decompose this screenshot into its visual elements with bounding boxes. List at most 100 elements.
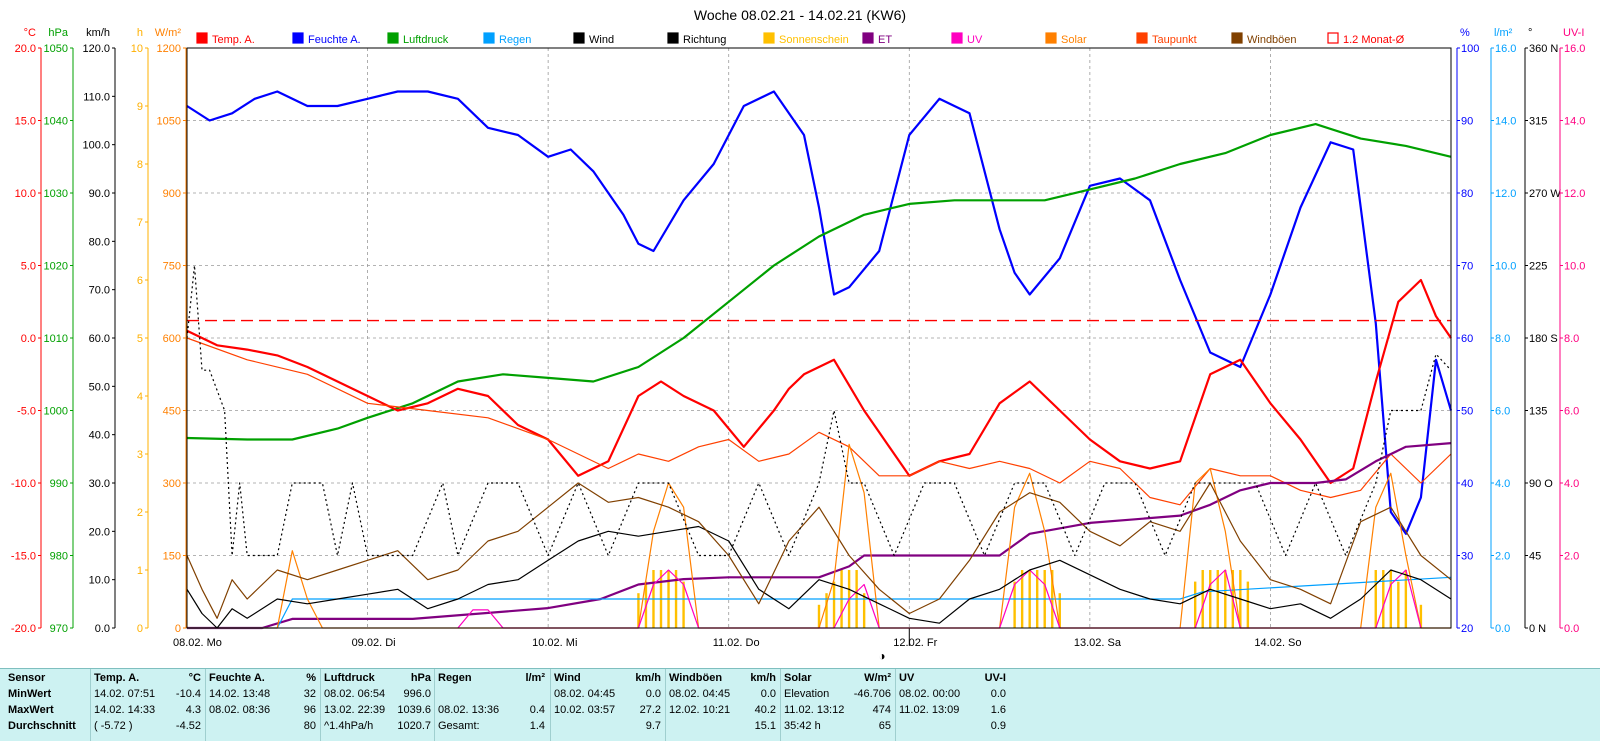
tick-label: 20.0 (15, 43, 36, 55)
tick-label: 0.0 (95, 623, 110, 635)
cell-max-label: 11.02. 13:09 (899, 704, 960, 716)
column-header: UV (899, 672, 915, 684)
tick-label: 16.0 (1564, 43, 1585, 55)
column-unit: °C (188, 672, 201, 684)
sunshine-bar (817, 604, 821, 628)
cell-min-label: 08.02. 00:00 (899, 688, 961, 700)
tick-label: 14.0 (1564, 116, 1585, 128)
axis-unit: km/h (86, 27, 110, 39)
cell-min-value: 32 (303, 688, 316, 700)
stats-column: Regen l/m² 08.02. 13:36 0.4 Gesamt: 1.4 (434, 669, 549, 741)
tick-label: 0 (175, 623, 181, 635)
legend: Temp. A. Feuchte A. Luftdruck Regen Wind Rich… (196, 32, 1405, 46)
tick-label: 15.0 (15, 116, 36, 128)
tick-label: 6.0 (1495, 406, 1510, 418)
axis-unit: h (137, 27, 143, 39)
tick-label: 10.0 (1495, 261, 1516, 273)
axis-unit: °C (24, 27, 36, 39)
legend-label: Windböen (1247, 34, 1297, 46)
cell-avg-value: 80 (303, 720, 316, 732)
sunshine-bar (1209, 570, 1212, 628)
stats-column: Wind km/h 08.02. 04:45 0.0 10.02. 03:57 27.2 9… (550, 669, 665, 741)
tick-label: 12.0 (1564, 188, 1585, 200)
tick-label: 20 (1461, 623, 1473, 635)
column-header: Luftdruck (324, 672, 375, 684)
legend-label: Regen (499, 34, 531, 46)
x-tick-label: 14.02. So (1254, 637, 1301, 649)
tick-label: 10.0 (1564, 261, 1585, 273)
cell-min-value: 996.0 (403, 688, 431, 700)
series-line-windb-en (186, 482, 1452, 619)
x-tick-label: 08.02. Mo (173, 637, 222, 649)
tick-label: 30 (1461, 551, 1473, 563)
cell-max-value: 40.2 (754, 704, 776, 716)
axis-unit: l/m² (1494, 27, 1513, 39)
tick-label: 70 (1461, 261, 1473, 273)
stats-column: UV UV-I 08.02. 00:00 0.0 11.02. 13:09 1.6 0.9 (895, 669, 1010, 741)
plot-frame (186, 47, 1452, 629)
tick-label: -10.0 (11, 478, 36, 490)
tick-label: 6.0 (1564, 406, 1579, 418)
tick-label: 8 (137, 159, 143, 171)
sunshine-bar (862, 593, 866, 628)
tick-label: 90 (1461, 116, 1473, 128)
stats-column: Solar W/m² Elevation -46.706 11.02. 13:12 474… (780, 669, 895, 741)
column-unit: l/m² (525, 672, 545, 684)
tick-label: 80 (1461, 188, 1473, 200)
column-header: Solar (784, 672, 812, 684)
row-label-avg: Durchschnitt (8, 720, 76, 732)
legend-swatch (292, 32, 304, 44)
legend-swatch (483, 32, 495, 44)
cell-max-value: 0.4 (529, 704, 545, 716)
legend-swatch (1231, 32, 1243, 44)
x-tick-label: 12.02. Fr (893, 637, 937, 649)
legend-label: Sonnenschein (779, 34, 849, 46)
tick-label: 1040 (44, 116, 68, 128)
tick-label: 10 (131, 43, 143, 55)
stats-column: Temp. A. °C 14.02. 07:51 -10.4 14.02. 14:33 4… (90, 669, 205, 741)
series-lines (186, 90, 1453, 630)
legend-swatch (573, 32, 585, 44)
cell-min-label: Elevation (784, 688, 830, 700)
row-label-sensor: Sensor (8, 672, 46, 684)
tick-label: 900 (163, 188, 181, 200)
tick-label: 970 (50, 623, 68, 635)
cell-avg-value: -4.52 (175, 720, 201, 732)
column-header: Temp. A. (94, 672, 140, 684)
column-header: Windböen (669, 672, 723, 684)
tick-label: 70.0 (89, 285, 110, 297)
legend-label: UV (967, 34, 983, 46)
legend-label: Taupunkt (1152, 34, 1197, 46)
sunshine-bar (825, 593, 828, 628)
tick-label: -20.0 (11, 623, 36, 635)
tick-label: 10.0 (89, 575, 110, 587)
cell-avg-value: 9.7 (645, 720, 661, 732)
sunshine-bar (1404, 570, 1408, 628)
tick-label: 80.0 (89, 236, 110, 248)
tick-label: 1000 (44, 406, 68, 418)
cell-avg-label: ( -5.72 ) (94, 720, 133, 732)
sunshine-bar (1193, 581, 1197, 628)
tick-label: 90.0 (89, 188, 110, 200)
tick-label: 40 (1461, 478, 1473, 490)
cell-avg-value: 1020.7 (397, 720, 431, 732)
cell-max-label: 08.02. 13:36 (438, 704, 500, 716)
tick-label: 50.0 (89, 381, 110, 393)
legend-label: Solar (1061, 34, 1087, 46)
tick-label: 110.0 (83, 91, 110, 103)
moon-phase-icon: ◑ (878, 649, 885, 663)
tick-label: 0 (137, 623, 143, 635)
legend-label: ET (878, 34, 892, 46)
legend-swatch (763, 32, 775, 44)
tick-label: 225 (1529, 261, 1547, 273)
tick-label: 360 N (1529, 43, 1558, 55)
tick-label: 8.0 (1564, 333, 1579, 345)
series-line-feuchte-a (186, 90, 1453, 535)
cell-max-label: 10.02. 03:57 (554, 704, 616, 716)
sunshine-bar (1382, 570, 1385, 628)
tick-label: 120.0 (82, 43, 110, 55)
cell-min-label: 14.02. 13:48 (209, 688, 271, 700)
cell-max-label: 13.02. 22:39 (324, 704, 386, 716)
series-line-temp-a (186, 278, 1452, 485)
axis-unit: % (1460, 27, 1470, 39)
